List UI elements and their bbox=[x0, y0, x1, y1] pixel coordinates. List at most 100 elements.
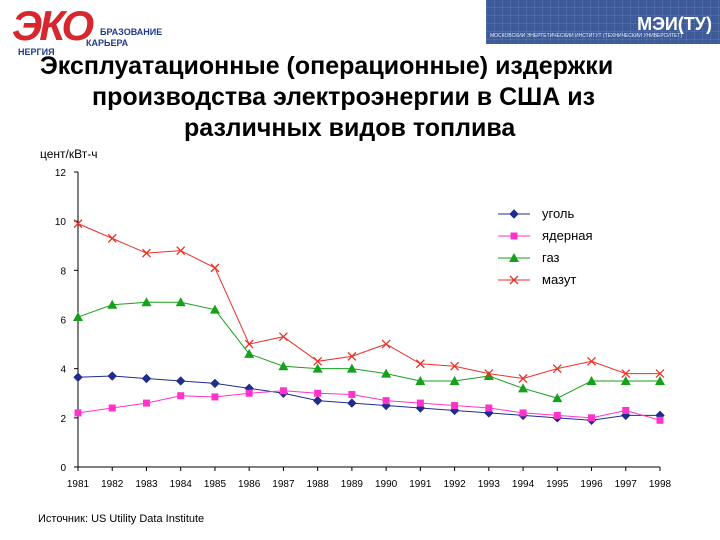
data-point-oil bbox=[518, 374, 528, 383]
slide-title-line-3: различных видов топлива bbox=[184, 114, 516, 142]
legend-label-gas: газ bbox=[542, 250, 560, 265]
legend-marker-nuclear bbox=[510, 232, 518, 240]
x-tick-label: 1987 bbox=[272, 479, 295, 490]
data-point-gas bbox=[73, 312, 83, 322]
x-tick-label: 1991 bbox=[409, 479, 432, 490]
eko-logo-line-career: КАРЬЕРА bbox=[86, 38, 129, 48]
data-point-gas bbox=[244, 348, 255, 358]
data-point-oil bbox=[655, 369, 665, 379]
data-point-gas bbox=[381, 368, 392, 378]
eko-logo-mark: ЭКО bbox=[12, 2, 94, 49]
eko-logo: ЭКО БРАЗОВАНИЕ КАРЬЕРА НЕРГИЯ bbox=[4, 2, 174, 57]
legend-label-coal: уголь bbox=[542, 206, 574, 221]
x-tick-label: 1998 bbox=[649, 479, 672, 490]
data-point-oil bbox=[142, 248, 151, 258]
x-tick-label: 1985 bbox=[204, 479, 227, 490]
x-tick-label: 1997 bbox=[615, 479, 638, 490]
data-point-oil bbox=[244, 339, 254, 349]
data-point-nuclear bbox=[177, 392, 185, 400]
data-point-oil bbox=[621, 369, 631, 379]
x-tick-label: 1990 bbox=[375, 479, 398, 490]
y-tick-label: 6 bbox=[60, 316, 66, 327]
y-tick-label: 8 bbox=[60, 266, 66, 277]
data-point-nuclear bbox=[348, 390, 356, 398]
data-point-coal bbox=[347, 398, 357, 408]
y-tick-label: 2 bbox=[60, 414, 66, 425]
data-point-nuclear bbox=[108, 404, 116, 412]
data-point-oil bbox=[210, 263, 220, 273]
data-point-gas bbox=[175, 297, 186, 307]
x-tick-label: 1984 bbox=[170, 479, 193, 490]
data-point-gas bbox=[278, 361, 289, 371]
data-point-gas bbox=[415, 375, 426, 385]
mei-logo-grid-pattern bbox=[486, 0, 720, 44]
data-point-nuclear bbox=[142, 399, 150, 407]
data-point-oil bbox=[552, 364, 562, 374]
x-tick-label: 1986 bbox=[238, 479, 261, 490]
data-point-gas bbox=[449, 375, 460, 385]
data-point-coal bbox=[210, 378, 220, 389]
data-point-oil bbox=[278, 332, 288, 342]
data-point-nuclear bbox=[519, 409, 527, 417]
mei-logo-abbr: МЭИ(ТУ) bbox=[637, 14, 712, 34]
data-point-gas bbox=[518, 383, 529, 393]
data-point-nuclear bbox=[279, 387, 287, 395]
data-point-coal bbox=[73, 372, 83, 382]
x-tick-label: 1981 bbox=[67, 479, 90, 490]
data-point-nuclear bbox=[451, 402, 459, 410]
data-point-gas bbox=[586, 375, 597, 385]
data-point-gas bbox=[655, 375, 665, 385]
data-point-oil bbox=[347, 351, 357, 361]
x-tick-label: 1989 bbox=[341, 479, 364, 490]
data-point-gas bbox=[346, 363, 357, 373]
legend-marker-oil bbox=[509, 275, 519, 285]
data-point-nuclear bbox=[74, 409, 82, 417]
data-point-oil bbox=[450, 361, 460, 371]
x-tick-label: 1983 bbox=[135, 479, 158, 490]
x-tick-label: 1994 bbox=[512, 479, 535, 490]
data-point-nuclear bbox=[314, 389, 322, 397]
data-point-oil bbox=[381, 339, 391, 349]
series-line-coal bbox=[77, 375, 660, 421]
data-point-nuclear bbox=[588, 414, 596, 422]
slide-title-line-2: производства электроэнергии в США из bbox=[92, 83, 596, 111]
data-point-oil bbox=[415, 359, 425, 369]
slide-title: Эксплуатационные (операционные) издержки… bbox=[20, 51, 710, 144]
data-point-oil bbox=[176, 246, 186, 256]
data-point-oil bbox=[484, 369, 494, 379]
data-point-gas bbox=[209, 304, 220, 314]
data-point-oil bbox=[313, 356, 323, 366]
legend-label-nuclear: ядерная bbox=[542, 228, 593, 243]
mei-logo-banner: МЭИ(ТУ) МОСКОВСКИЙ ЭНЕРГЕТИЧЕСКИЙ ИНСТИТ… bbox=[486, 0, 720, 44]
series-line-oil bbox=[77, 223, 660, 380]
y-axis-label: цент/кВт-ч bbox=[40, 147, 97, 161]
data-point-oil bbox=[107, 233, 117, 243]
data-point-coal bbox=[312, 395, 323, 406]
data-point-gas bbox=[141, 297, 152, 307]
data-point-nuclear bbox=[245, 389, 253, 397]
data-point-gas bbox=[552, 393, 563, 403]
x-tick-label: 1993 bbox=[478, 479, 501, 490]
mei-logo-subtitle: МОСКОВСКИЙ ЭНЕРГЕТИЧЕСКИЙ ИНСТИТУТ (ТЕХН… bbox=[490, 33, 682, 39]
data-point-nuclear bbox=[382, 397, 390, 405]
x-tick-label: 1992 bbox=[443, 479, 466, 490]
series-line-gas bbox=[77, 301, 660, 399]
data-point-nuclear bbox=[553, 411, 561, 419]
data-point-nuclear bbox=[416, 399, 424, 407]
eko-logo-line-education: БРАЗОВАНИЕ bbox=[100, 27, 163, 37]
data-point-gas bbox=[483, 371, 494, 381]
data-point-oil bbox=[73, 219, 83, 229]
data-point-nuclear bbox=[485, 404, 493, 412]
y-tick-label: 0 bbox=[60, 463, 66, 474]
slide-title-line-1: Эксплуатационные (операционные) издержки bbox=[40, 52, 614, 80]
data-point-gas bbox=[620, 375, 631, 385]
legend-label-oil: мазут bbox=[542, 272, 576, 287]
data-point-nuclear bbox=[656, 416, 664, 424]
y-tick-label: 12 bbox=[55, 168, 67, 179]
eko-logo-line-energy: НЕРГИЯ bbox=[18, 47, 55, 57]
data-point-coal bbox=[107, 371, 117, 381]
data-point-coal bbox=[141, 373, 152, 384]
y-tick-label: 10 bbox=[55, 217, 67, 228]
legend-marker-gas bbox=[509, 253, 519, 262]
series-line-nuclear bbox=[77, 390, 661, 421]
